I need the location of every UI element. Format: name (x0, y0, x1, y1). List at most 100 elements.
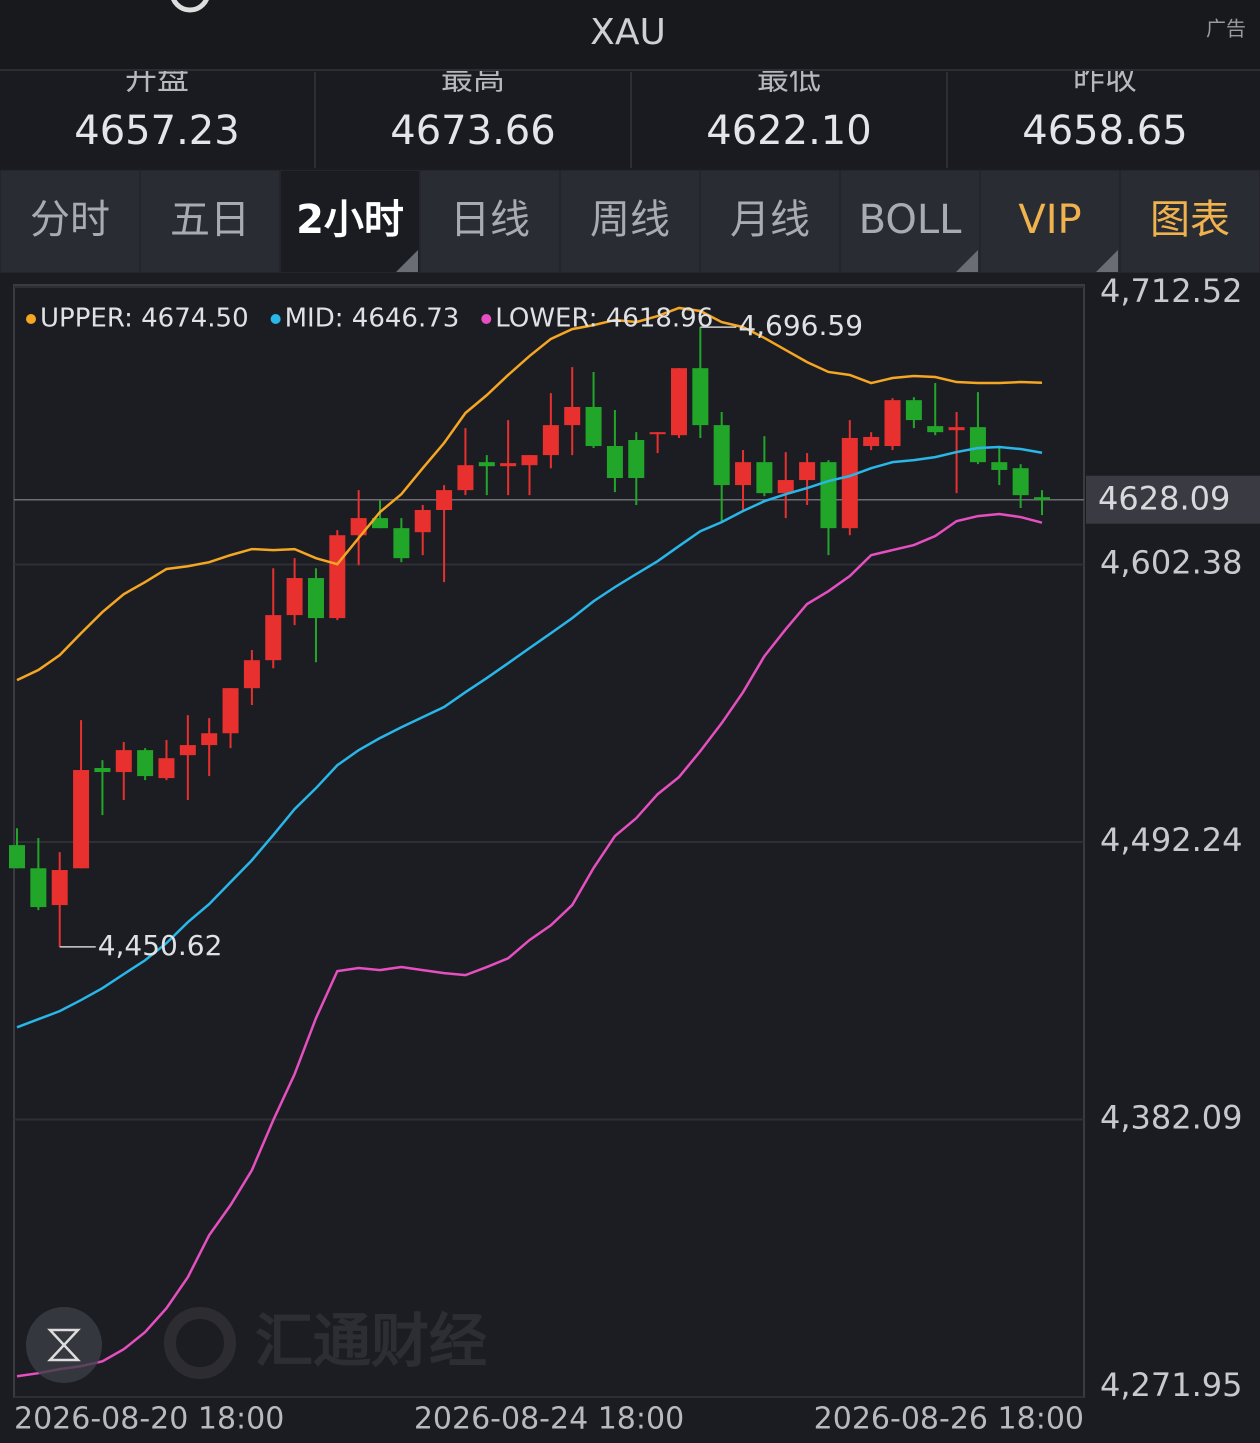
candle-body (414, 510, 431, 533)
tab-corner (396, 250, 418, 272)
stat-value: 4658.65 (1022, 108, 1187, 154)
candle-body (115, 750, 132, 773)
candle-body (158, 758, 175, 779)
candle-body (73, 770, 90, 869)
candle-body (820, 462, 837, 529)
indicator-line (16, 512, 1043, 1378)
candle-body (927, 426, 944, 433)
stat-value: 4657.23 (74, 108, 239, 154)
candle-body (329, 535, 346, 619)
stat-value: 4673.66 (390, 108, 555, 154)
tab[interactable] (421, 171, 559, 272)
ad-label: 广告 (1206, 17, 1246, 41)
tab[interactable] (1, 171, 139, 272)
legend-label: MID: 4646.73 (285, 304, 460, 334)
indicator-line (16, 306, 1043, 682)
tab-label[interactable]: 2小时 (296, 197, 404, 243)
candle-body (991, 462, 1008, 470)
tab[interactable] (141, 171, 279, 272)
tab[interactable] (1121, 171, 1259, 272)
tab[interactable] (701, 171, 839, 272)
tab-corner (1096, 250, 1118, 272)
tab-label[interactable]: BOLL (859, 197, 963, 243)
tab[interactable] (281, 171, 419, 272)
last-price-tag (1086, 475, 1260, 524)
candle-body (137, 750, 154, 777)
candle-body (436, 490, 453, 511)
stat-value: 4622.10 (706, 108, 871, 154)
legend-dot (270, 314, 281, 324)
candle-body (30, 868, 47, 908)
candle-body (649, 432, 666, 435)
legend-dot (26, 314, 36, 324)
indicator-line (16, 445, 1043, 1029)
watermark: 汇通财经 (255, 1307, 487, 1375)
candle-body (1012, 468, 1029, 496)
tab-label[interactable]: 五日 (170, 197, 250, 243)
candle-body (670, 368, 687, 436)
tab-label[interactable]: VIP (1018, 197, 1081, 243)
candle-body (713, 425, 730, 486)
candle-body (350, 518, 367, 536)
candle-body (307, 578, 324, 619)
watermark-logo (164, 1307, 236, 1379)
min-label: 4,450.62 (98, 929, 223, 962)
candle-body (222, 688, 239, 734)
candle-body (393, 528, 410, 559)
candle-body (243, 660, 260, 689)
max-label: 4,696.59 (738, 309, 863, 342)
tab-label[interactable]: 周线 (590, 197, 670, 243)
candle-body (799, 462, 816, 481)
x-axis-label: 2026-08-26 18:00 (814, 1402, 1084, 1437)
candle-body (457, 465, 474, 491)
candle-body (94, 768, 111, 773)
candle-body (628, 439, 645, 479)
tab-label[interactable]: 分时 (30, 197, 110, 243)
tab-bar: 分时 五日 2小时 日线 周线 月线 BOLL VIP 图表 (0, 170, 1260, 273)
legend-label: LOWER: 4618.96 (495, 304, 713, 334)
candle-body (756, 462, 773, 494)
candle-body (1034, 497, 1050, 500)
tab[interactable] (841, 171, 979, 272)
y-tick-label: 4,492.24 (1100, 821, 1243, 859)
candle-body (969, 427, 986, 463)
candle-body (884, 400, 901, 447)
legend-label: UPPER: 4674.50 (40, 304, 249, 334)
candle-body (841, 437, 858, 529)
y-tick-label: 4,382.09 (1100, 1099, 1243, 1137)
y-tick-label: 4,712.52 (1100, 272, 1243, 310)
candle-body (735, 462, 752, 486)
tab[interactable] (561, 171, 699, 272)
chart: 4,712.52 4,602.38 4,492.24 4,382.09 4,271.95… (9, 272, 1260, 1437)
tab-label[interactable]: 月线 (730, 197, 810, 243)
candle-body (777, 480, 794, 494)
header-title: XAU (590, 12, 666, 53)
candle-body (585, 406, 602, 447)
y-tick-label: 4,602.38 (1100, 543, 1243, 581)
tab-label[interactable]: 图表 (1150, 197, 1230, 243)
candle-body (948, 427, 965, 431)
x-axis-label: 2026-08-20 18:00 (14, 1402, 284, 1437)
candle-body (863, 436, 880, 447)
collapse-icon (47, 1328, 81, 1362)
y-tick-label: 4,271.95 (1100, 1366, 1243, 1404)
tab[interactable] (981, 171, 1119, 272)
candle-body (564, 406, 581, 426)
candle-body (500, 463, 517, 467)
search-icon[interactable] (171, 0, 209, 13)
candle-body (9, 845, 25, 869)
candle-body (542, 425, 559, 456)
candle-body (905, 400, 922, 421)
candle-body (179, 745, 196, 756)
tab-corner (956, 250, 978, 272)
tab-label[interactable]: 日线 (450, 197, 530, 243)
candle-body (265, 615, 282, 661)
candle-body (521, 455, 538, 466)
candle-body (692, 368, 709, 426)
legend-dot (481, 314, 492, 324)
candle-body (201, 733, 218, 746)
candle-body (606, 446, 623, 479)
